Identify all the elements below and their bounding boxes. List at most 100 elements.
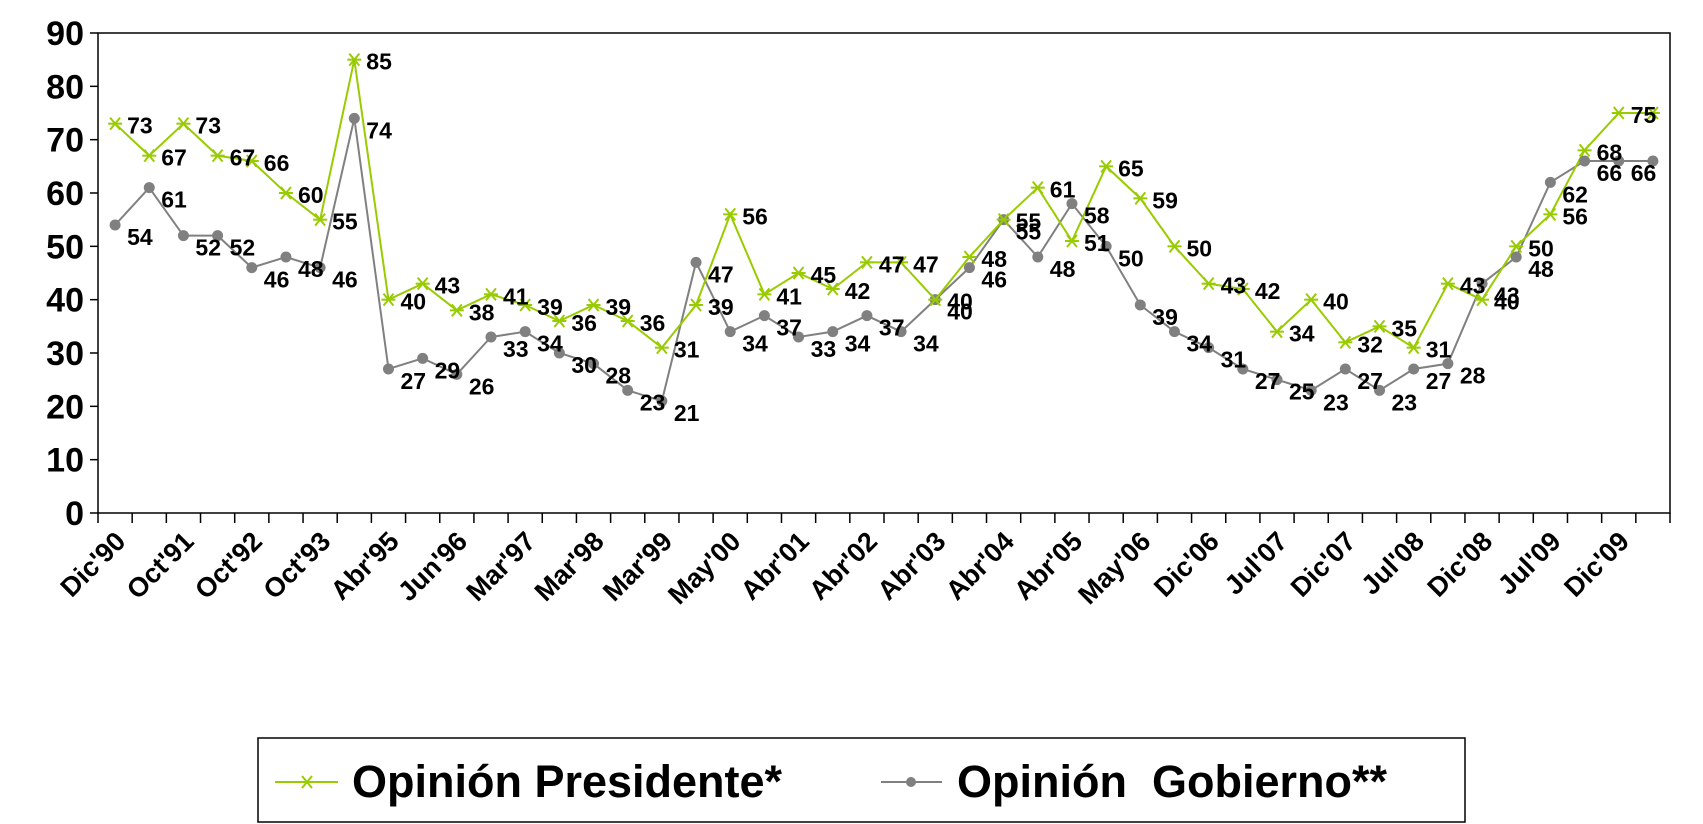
gobierno-data-label: 30 — [571, 352, 597, 378]
gobierno-data-label: 48 — [1528, 256, 1554, 282]
gobierno-data-label: 33 — [503, 336, 529, 362]
presidente-point — [1475, 293, 1490, 307]
x-tick-label: Jul'09 — [1492, 526, 1567, 601]
presidente-data-label: 60 — [298, 182, 324, 208]
gobierno-data-label: 66 — [1631, 160, 1657, 186]
gobierno-point — [1579, 155, 1591, 167]
gobierno-data-label: 28 — [1460, 363, 1486, 389]
gobierno-data-label: 47 — [708, 261, 734, 287]
presidente-data-label: 39 — [606, 294, 632, 320]
x-tick-label: Mar'98 — [529, 526, 610, 607]
presidente-data-label: 42 — [845, 278, 871, 304]
gobierno-data-label: 27 — [400, 368, 426, 394]
presidente-point — [449, 303, 464, 317]
y-tick-label: 30 — [46, 335, 84, 373]
gobierno-point — [758, 310, 770, 322]
presidente-point — [1099, 159, 1114, 173]
gobierno-point — [793, 331, 805, 343]
legend-presidente-marker-icon — [300, 775, 314, 789]
gobierno-point — [1305, 384, 1317, 396]
presidente-data-label: 67 — [230, 145, 256, 171]
gobierno-point — [212, 230, 224, 242]
gobierno-point — [1374, 384, 1386, 396]
gobierno-point — [1339, 363, 1351, 375]
presidente-data-label: 43 — [1221, 273, 1247, 299]
presidente-data-label: 42 — [1255, 278, 1281, 304]
presidente-point — [313, 213, 328, 227]
gobierno-point — [417, 352, 429, 364]
series-lines — [114, 59, 1653, 403]
presidente-point — [1372, 319, 1387, 333]
gobierno-data-label: 21 — [674, 400, 700, 426]
y-tick-label: 70 — [46, 122, 84, 160]
gobierno-data-label: 50 — [1118, 245, 1144, 271]
x-tick-label: Dic'07 — [1285, 526, 1362, 603]
gobierno-data-label: 26 — [469, 373, 495, 399]
presidente-data-label: 66 — [264, 150, 290, 176]
x-tick-label: Jun'96 — [392, 526, 473, 607]
gobierno-point — [1476, 278, 1488, 290]
gobierno-data-label: 37 — [776, 315, 802, 341]
gobierno-data-label: 74 — [366, 117, 392, 143]
gobierno-point — [177, 230, 189, 242]
gobierno-data-label: 34 — [1186, 331, 1212, 357]
gobierno-data-label: 29 — [435, 357, 461, 383]
x-tick-label: Jul'07 — [1219, 526, 1294, 601]
y-tick-label: 10 — [46, 442, 84, 480]
gobierno-data-label: 52 — [230, 235, 256, 261]
gobierno-data-label: 58 — [1084, 203, 1110, 229]
presidente-point — [278, 186, 293, 200]
presidente-point — [1406, 341, 1421, 355]
x-tick-label: Dic'90 — [55, 526, 132, 603]
gobierno-data-label: 27 — [1255, 368, 1281, 394]
gobierno-point — [1066, 198, 1078, 210]
x-tick-label: Jul'08 — [1355, 526, 1430, 601]
presidente-point — [586, 298, 601, 312]
gobierno-data-label: 37 — [879, 315, 905, 341]
gobierno-data-label: 40 — [947, 299, 973, 325]
x-tick-label: Abr'01 — [735, 526, 815, 606]
presidente-point — [1611, 106, 1626, 120]
presidente-point — [825, 282, 840, 296]
presidente-data-label: 73 — [127, 113, 153, 139]
gobierno-point — [963, 262, 975, 274]
presidente-data-label: 47 — [913, 251, 939, 277]
gobierno-data-label: 66 — [1597, 160, 1623, 186]
legend-gobierno-label: Opinión Gobierno** — [957, 756, 1387, 807]
presidente-point — [1133, 191, 1148, 205]
x-tick-label: Abr'04 — [940, 526, 1020, 606]
gobierno-data-label: 28 — [606, 363, 632, 389]
y-tick-label: 40 — [46, 282, 84, 320]
presidente-data-label: 39 — [537, 294, 563, 320]
presidente-data-label: 45 — [811, 262, 837, 288]
presidente-data-label: 40 — [1494, 289, 1520, 315]
presidente-data-label: 43 — [435, 273, 461, 299]
presidente-data-label: 75 — [1631, 102, 1657, 128]
legend-box — [257, 737, 1466, 823]
y-tick-label: 90 — [46, 15, 84, 53]
presidente-point — [1304, 293, 1319, 307]
gobierno-point — [109, 219, 121, 231]
presidente-data-label: 61 — [1050, 177, 1076, 203]
presidente-point — [620, 314, 635, 328]
x-axis-ticks: Dic'90Oct'91Oct'92Oct'93Abr'95Jun'96Mar'… — [55, 513, 1671, 610]
presidente-data-label: 55 — [1016, 209, 1042, 235]
x-tick-label: Oct'92 — [189, 526, 268, 605]
gobierno-point — [1647, 155, 1659, 167]
presidente-point — [859, 255, 874, 269]
gobierno-point — [656, 395, 668, 407]
gobierno-data-label: 23 — [1392, 389, 1418, 415]
x-tick-label: Abr'95 — [325, 526, 405, 606]
presidente-point — [176, 117, 191, 131]
presidente-point — [552, 314, 567, 328]
presidente-data-label: 67 — [161, 145, 187, 171]
gobierno-data-label: 46 — [264, 267, 290, 293]
legend: Opinión Presidente* Opinión Gobierno** — [257, 737, 1466, 823]
gobierno-point — [1203, 342, 1215, 354]
presidente-point — [928, 293, 943, 307]
presidente-data-label: 41 — [503, 283, 529, 309]
gobierno-data-label: 46 — [981, 267, 1007, 293]
presidente-data-label: 40 — [400, 289, 426, 315]
